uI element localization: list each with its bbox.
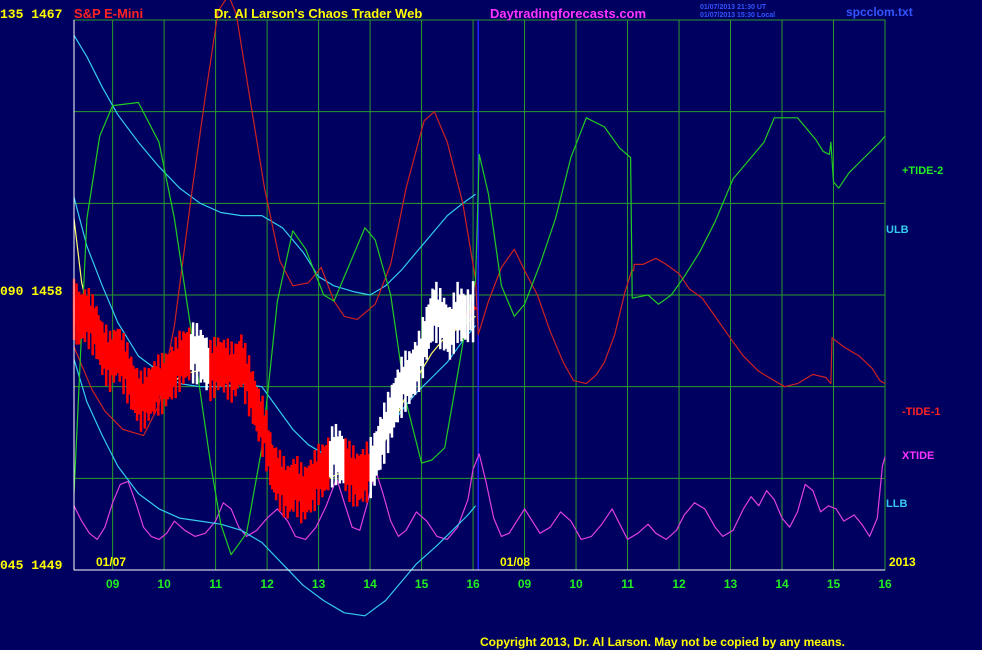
hour-tick-label: 12 [260, 577, 274, 591]
hour-tick-label: 15 [415, 577, 429, 591]
copyright-notice: Copyright 2013, Dr. Al Larson. May not b… [480, 635, 845, 649]
hour-tick-label: 13 [724, 577, 738, 591]
page-title: Dr. Al Larson's Chaos Trader Web [214, 6, 422, 21]
series-line-xtide [73, 453, 886, 541]
legend-ulb: ULB [886, 224, 909, 236]
series-line-ulb [73, 34, 476, 296]
hour-tick-label: 12 [672, 577, 686, 591]
day-label-0108: 01/08 [500, 555, 530, 569]
series-line-llb [73, 359, 477, 617]
hour-tick-label: 16 [466, 577, 480, 591]
legend-tide2: +TIDE-2 [902, 165, 943, 177]
hour-tick-label: 14 [363, 577, 377, 591]
axes: 09 10 11 12 13 14 15 16 09 10 11 12 13 14 15 16 [73, 20, 892, 591]
hour-tick-label: 16 [878, 577, 892, 591]
series-line-tide-2 [73, 101, 886, 556]
series-line-mid [73, 197, 477, 464]
hour-tick-label: 10 [569, 577, 583, 591]
hour-tick-label: 09 [518, 577, 532, 591]
hour-tick-label: 10 [157, 577, 171, 591]
hour-tick-label: 11 [621, 577, 634, 591]
timestamp-ut: 01/07/2013 21:30 UT [700, 4, 767, 11]
y-axis-mid-label: 090 1458 [0, 284, 63, 299]
hour-tick-label: 14 [775, 577, 789, 591]
instrument-label: S&P E-Mini [74, 6, 143, 21]
hour-tick-label: 15 [827, 577, 841, 591]
legend-tide1: -TIDE-1 [902, 406, 941, 418]
timestamp-local: 01/07/2013 15:30 Local [700, 12, 775, 19]
hour-tick-label: 11 [209, 577, 222, 591]
data-file-name: spcclom.txt [846, 5, 913, 19]
y-axis-bottom-label: 045 1449 [0, 558, 63, 573]
day-label-0107: 01/07 [96, 555, 126, 569]
year-label: 2013 [889, 555, 916, 569]
legend-xtide: XTIDE [902, 450, 934, 462]
series-line-tide-1 [73, 0, 886, 437]
site-link[interactable]: Daytradingforecasts.com [490, 6, 646, 21]
plot-area [72, 0, 886, 617]
y-axis-top-label: 135 1467 [0, 7, 62, 22]
legend-llb: LLB [886, 498, 907, 510]
hour-tick-label: 13 [312, 577, 326, 591]
hour-tick-label: 09 [106, 577, 120, 591]
